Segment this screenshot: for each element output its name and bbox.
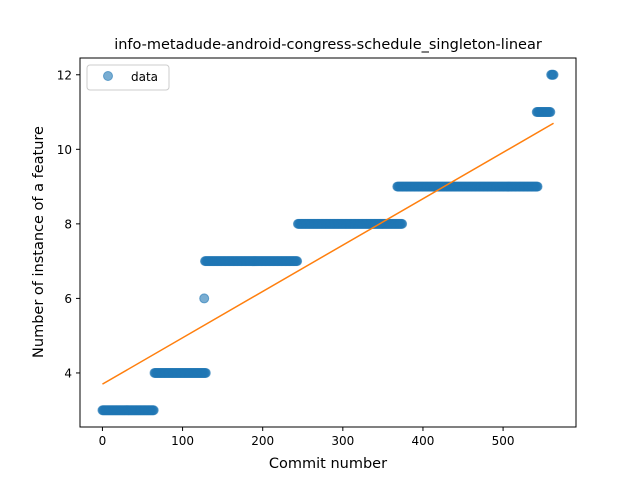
y-axis-label: Number of instance of a feature xyxy=(31,126,47,358)
plot-area-frame xyxy=(79,57,577,428)
plot-marks xyxy=(97,69,559,416)
x-tick-label: 100 xyxy=(171,434,194,448)
y-tick-label: 10 xyxy=(57,143,72,157)
y-axis-ticks: 4 6 8 10 12 xyxy=(57,68,80,380)
data-point xyxy=(548,69,559,80)
y-tick-label: 8 xyxy=(64,217,72,231)
data-point xyxy=(292,256,303,267)
legend-entry-data: data xyxy=(131,70,158,84)
fit-line xyxy=(102,122,554,385)
data-point xyxy=(545,107,556,118)
x-axis-ticks: 0 100 200 300 400 500 xyxy=(99,427,515,448)
data-point xyxy=(397,218,408,229)
x-tick-label: 200 xyxy=(251,434,274,448)
legend-marker xyxy=(103,71,113,81)
x-tick-label: 500 xyxy=(492,434,515,448)
data-point xyxy=(148,405,159,416)
y-tick-label: 4 xyxy=(64,366,72,380)
y-tick-label: 6 xyxy=(64,292,72,306)
x-tick-label: 0 xyxy=(99,434,107,448)
x-axis-label: Commit number xyxy=(269,456,387,472)
y-tick-label: 12 xyxy=(57,68,72,82)
data-point xyxy=(532,181,543,192)
data-point xyxy=(200,367,211,378)
legend: data xyxy=(86,64,170,91)
x-tick-label: 300 xyxy=(331,434,354,448)
x-tick-label: 400 xyxy=(412,434,435,448)
data-point xyxy=(199,293,210,304)
chart-title: info-metadude-android-congress-schedule_… xyxy=(114,37,542,53)
